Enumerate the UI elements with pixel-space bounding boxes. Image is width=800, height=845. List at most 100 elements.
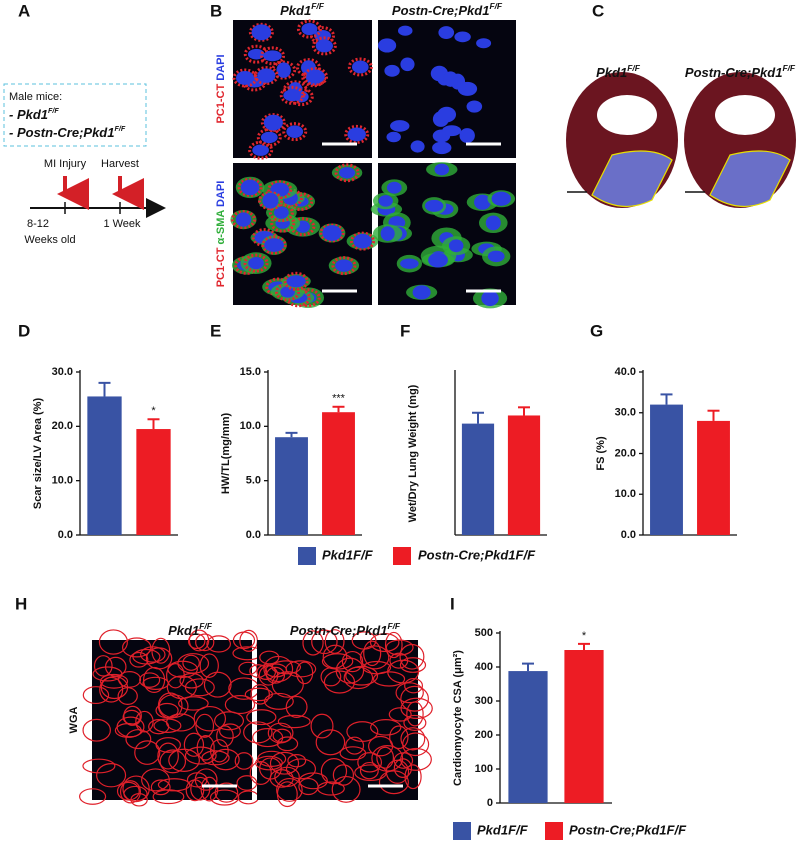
cell-outline [395,682,424,704]
nucleus [257,68,276,83]
cell-outline [122,709,141,725]
cell-outline [388,707,412,722]
cell-outline [400,685,429,712]
text-part: Pkd1 [280,3,311,18]
text-part: F/F [199,621,212,631]
cell-outline [321,653,354,670]
cell-outline [404,764,422,790]
panel-letter: G [590,321,603,340]
genotype-label: Postn-Cre;Pkd1F/F [392,1,503,18]
cell-outline [238,661,258,676]
legend-swatch [545,822,563,840]
text-part: α-SMA [215,210,227,245]
y-tick-label: 30.0 [52,366,73,378]
cell-outline [372,671,406,687]
nucleus [335,259,353,272]
cell-outline [403,714,427,731]
cell-outline [214,711,245,731]
stain [347,57,373,77]
cell-outline [285,695,308,719]
text-part: Pkd1 [168,623,199,638]
nucleus [428,252,448,268]
panel-letter: H [15,594,27,613]
cell-outline [203,671,232,698]
text-part: DAPI [215,181,227,207]
text-part: F/F [48,107,59,115]
cell-outline [157,778,191,792]
cell-outline [141,768,170,792]
bar [507,415,541,535]
cell-outline [246,709,277,726]
text-part: F/F [489,1,502,11]
nucleus [236,71,255,85]
cell-outline [155,737,182,753]
legend-label: Pkd1F/F [477,822,529,837]
cell-outline [298,777,319,796]
nucleus [262,192,279,209]
cell-outline [311,629,338,655]
stain [303,67,329,87]
cell-outline [216,725,234,747]
legend-swatch [298,547,316,565]
nucleus [410,140,425,153]
nucleus [315,39,334,53]
cell-outline [179,672,204,689]
y-tick-label: 10.0 [240,420,261,432]
bar [136,429,171,535]
cell-outline [310,713,334,739]
y-tick-label: 5.0 [246,475,261,487]
stain [237,177,263,197]
text-part: PC1-CT [215,247,227,287]
y-axis-label: Wet/Dry Lung Weight (mg) [407,384,419,522]
panel-letter: B [210,1,222,20]
stain [230,210,256,230]
nucleus [380,226,395,241]
nucleus [442,125,462,137]
cell-outline [243,721,273,744]
nucleus [398,25,413,36]
cell-outline [389,652,409,669]
text-part: Postn-Cre;Pkd1 [17,125,115,140]
text-part: Postn-Cre;Pkd1 [392,3,490,18]
panel-letter: C [592,1,604,20]
cell-outline [271,671,304,698]
cell-outline [82,686,110,705]
cell-outline [122,775,150,803]
cell-outline [343,666,374,690]
cell-outline [79,788,107,805]
nucleus [247,48,265,60]
cell-outline [252,728,284,748]
cell-outline [195,713,215,738]
bar [508,671,548,803]
cell-outline [276,777,303,802]
row-label: PC1-CT α-SMA DAPI [215,181,227,288]
cell-outline [135,710,154,733]
cell-outline [249,664,268,678]
nucleus [459,128,475,144]
start-label: 8-12 [27,218,49,230]
box-title: Male mice: [9,91,62,103]
text-part: F/F [627,63,640,73]
cell-outline [402,732,430,757]
cell-outline [134,740,161,765]
cell-outline [157,692,183,719]
genotype-label: - Pkd1F/F [9,107,59,123]
cell-outline [324,629,345,654]
stain [283,271,309,291]
stain [319,223,345,243]
cell-outline [376,746,395,769]
cell-outline [393,758,413,778]
cell-outline [117,671,142,688]
cell-outline [269,769,294,788]
cell-outline [201,750,230,766]
text-part: F/F [782,63,795,73]
nucleus [347,127,366,142]
box [3,83,147,147]
nucleus [252,144,269,156]
cell-outline [404,677,424,694]
nucleus [235,212,252,227]
legend-swatch [393,547,411,565]
nucleus [476,38,492,49]
text-part: PC1-CT [215,84,227,124]
panel-letter: A [18,1,30,20]
